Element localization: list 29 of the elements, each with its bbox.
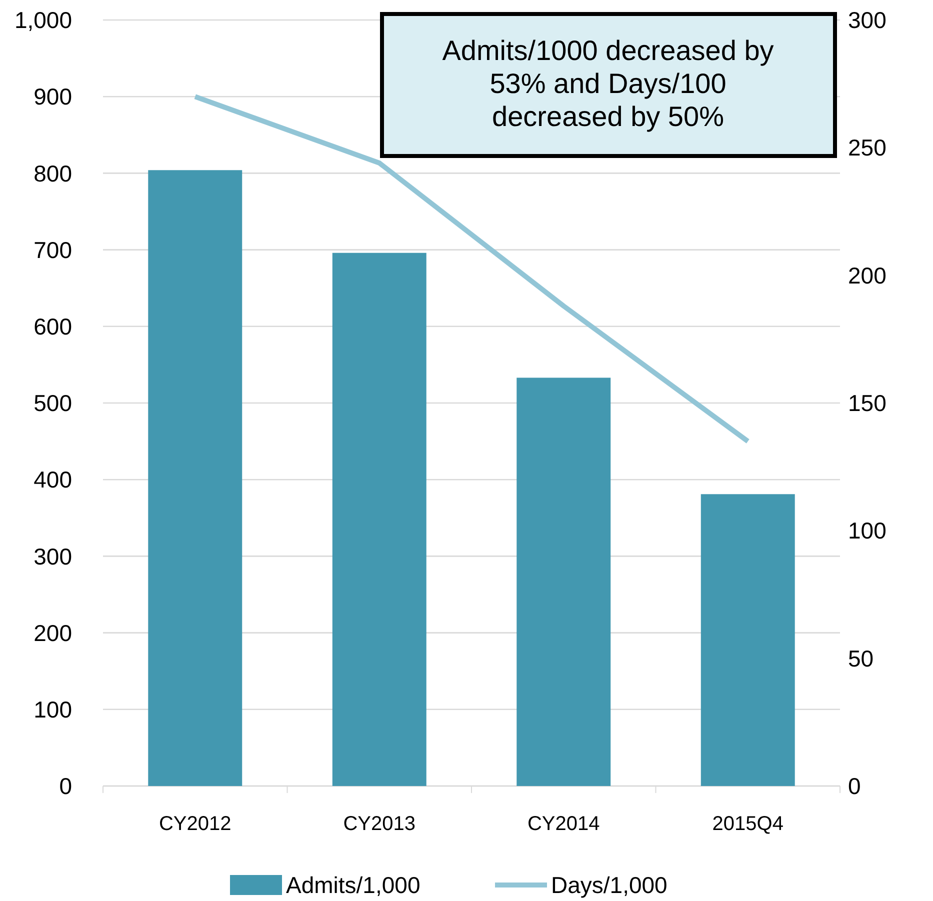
bar bbox=[332, 252, 426, 786]
y-tick-label: 800 bbox=[34, 160, 72, 186]
y2-tick-label: 200 bbox=[848, 262, 886, 288]
y-tick-label: 200 bbox=[34, 620, 72, 646]
y2-tick-label: 150 bbox=[848, 390, 886, 416]
bar bbox=[700, 494, 795, 786]
legend-label: Admits/1,000 bbox=[286, 872, 420, 898]
y-tick-label: 900 bbox=[34, 84, 72, 110]
y2-tick-label: 0 bbox=[848, 773, 861, 800]
legend-label: Days/1,000 bbox=[551, 872, 668, 898]
y-tick-label: 300 bbox=[34, 543, 72, 570]
y2-tick-label: 250 bbox=[848, 134, 886, 161]
y2-tick-label: 50 bbox=[848, 645, 874, 672]
y2-tick-label: 300 bbox=[848, 7, 886, 34]
x-tick-label: CY2012 bbox=[158, 813, 232, 835]
annotation: Admits/1000 decreased by 53% and Days/100 decreased by 50% bbox=[442, 35, 774, 132]
y-tick-label: 500 bbox=[34, 390, 72, 416]
bar bbox=[516, 378, 611, 786]
y-tick-label: 600 bbox=[34, 313, 72, 340]
y-tick-label: 700 bbox=[34, 236, 72, 263]
x-tick-label: 2015Q4 bbox=[712, 813, 784, 835]
x-tick-label: CY2013 bbox=[343, 813, 416, 835]
y-tick-label: 0 bbox=[59, 773, 72, 800]
y-tick-label: 400 bbox=[34, 466, 72, 493]
y-tick-label: 1,000 bbox=[14, 7, 72, 34]
y2-tick-label: 100 bbox=[848, 518, 886, 544]
bar bbox=[148, 170, 242, 786]
y-tick-label: 100 bbox=[34, 696, 72, 722]
x-tick-label: CY2014 bbox=[527, 813, 600, 835]
